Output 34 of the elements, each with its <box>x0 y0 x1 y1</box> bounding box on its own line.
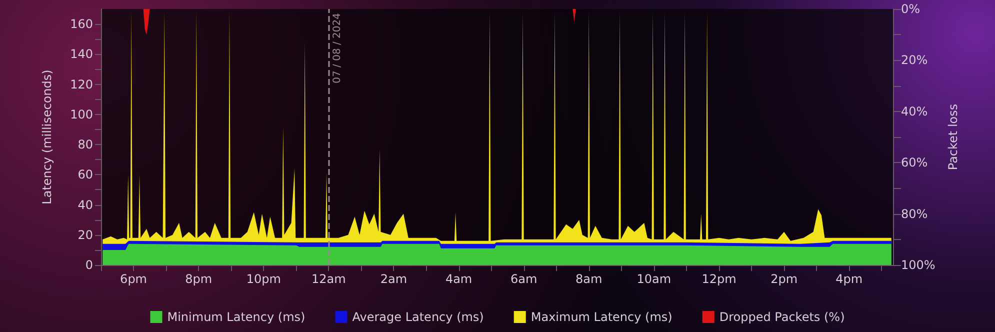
legend-label: Average Latency (ms) <box>352 310 484 324</box>
legend-label: Minimum Latency (ms) <box>167 310 306 324</box>
x-tick-label: 10pm <box>246 272 281 286</box>
y-tick-label: 20 <box>78 228 93 242</box>
legend-label: Maximum Latency (ms) <box>530 310 672 324</box>
y2-tick-label: 60% <box>901 156 928 170</box>
x-tick-label: 2pm <box>770 272 798 286</box>
y-tick-label: 140 <box>70 47 93 62</box>
y-tick-label: 160 <box>70 17 93 32</box>
y2-tick-label: 0% <box>901 2 920 16</box>
x-tick-label: 8am <box>576 272 602 286</box>
x-tick-label: 4pm <box>836 272 863 286</box>
y-tick-label: 100 <box>70 107 93 122</box>
x-tick-label: 12am <box>312 272 346 286</box>
y-tick-label: 0 <box>85 258 93 272</box>
y2-tick-label: 40% <box>901 104 928 118</box>
x-tick-label: 6pm <box>120 272 147 286</box>
legend-label: Dropped Packets (%) <box>719 310 845 324</box>
y2-tick-label: 80% <box>901 206 928 221</box>
y-axis-title: Latency (milliseconds) <box>40 70 54 204</box>
x-tick-label: 2am <box>380 272 408 286</box>
y2-axis-title: Packet loss <box>946 104 960 170</box>
y-tick-label: 60 <box>78 168 93 182</box>
y2-tick-label: 100% <box>901 258 936 272</box>
y-tick-label: 80 <box>78 138 93 152</box>
x-tick-label: 6am <box>510 272 538 286</box>
y-tick-label: 120 <box>70 77 93 92</box>
x-tick-label: 4am <box>445 272 472 286</box>
x-tick-label: 10am <box>636 272 672 286</box>
ref-line-label: 07 / 08 / 2024 <box>332 13 344 84</box>
x-tick-label: 12pm <box>702 272 736 286</box>
y-tick-label: 40 <box>78 198 93 212</box>
y2-tick-label: 20% <box>901 53 928 68</box>
x-tick-label: 8pm <box>185 272 212 286</box>
